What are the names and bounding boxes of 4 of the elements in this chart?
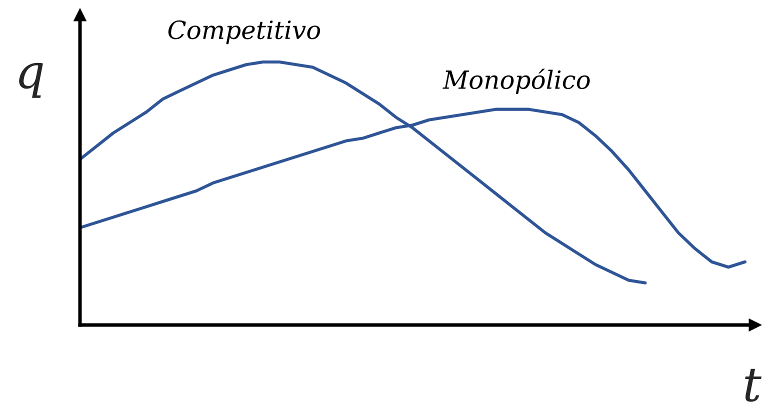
y-axis-title: q	[19, 62, 43, 98]
series-label: Competitivo	[168, 20, 320, 44]
series-label: Monopólico	[442, 68, 590, 94]
x-axis-title: t	[745, 368, 762, 402]
